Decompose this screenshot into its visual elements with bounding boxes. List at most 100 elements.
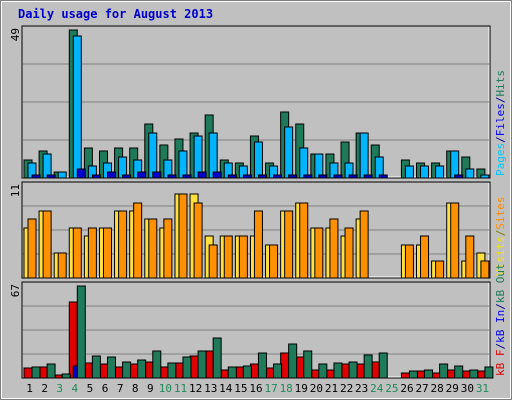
legend-part-0: kB F — [494, 350, 507, 377]
day-label: 30 — [461, 382, 474, 395]
day-label: 8 — [132, 382, 139, 395]
bar — [284, 126, 294, 179]
bar — [318, 363, 328, 379]
bar — [23, 367, 33, 379]
day-label: 18 — [280, 382, 293, 395]
bar — [435, 260, 445, 279]
bar — [137, 171, 147, 179]
bar — [420, 165, 430, 179]
legend-part-1: / — [494, 230, 507, 237]
bar — [152, 171, 162, 179]
legend-part-4: kB Out — [494, 263, 507, 303]
day-label: 10 — [159, 382, 172, 395]
bar — [454, 365, 464, 379]
bar — [450, 202, 460, 279]
bar — [465, 168, 475, 179]
bar — [348, 361, 358, 379]
side-legend-label: Pages/Files/Hits — [494, 70, 507, 176]
bar — [404, 165, 414, 179]
bar — [208, 132, 218, 179]
bar — [87, 227, 97, 279]
bar — [182, 174, 192, 179]
bar — [42, 210, 52, 279]
legend-part-0: Visits — [494, 236, 507, 276]
bar — [27, 218, 37, 279]
bar — [76, 168, 86, 179]
day-label: 3 — [56, 382, 63, 395]
y-axis-max-label: 49 — [9, 28, 22, 41]
bar — [167, 362, 177, 379]
bar — [303, 350, 313, 379]
series-sites — [27, 193, 490, 279]
bar — [273, 174, 283, 179]
bar — [303, 174, 313, 179]
series-kb-out — [31, 285, 494, 379]
bar — [208, 244, 218, 279]
bar — [435, 165, 445, 179]
bar — [439, 363, 449, 379]
day-label: 31 — [476, 382, 489, 395]
legend-part-4: Hits — [494, 70, 507, 97]
bar — [193, 202, 203, 279]
bar — [329, 218, 339, 279]
day-label: 14 — [219, 382, 233, 395]
bar — [454, 174, 464, 179]
bar — [223, 235, 233, 279]
bar — [484, 366, 494, 379]
bar — [148, 132, 158, 179]
bar — [72, 227, 82, 279]
day-label: 28 — [431, 382, 444, 395]
bar — [420, 235, 430, 279]
bar — [299, 202, 309, 279]
bar — [400, 372, 410, 379]
bar — [480, 174, 490, 179]
bar — [31, 366, 41, 379]
day-label: 24 — [370, 382, 384, 395]
day-label: 2 — [41, 382, 48, 395]
bar — [253, 141, 263, 179]
bar — [408, 370, 418, 379]
bar — [152, 350, 162, 379]
bar — [91, 174, 101, 179]
day-label: 27 — [415, 382, 428, 395]
day-label: 5 — [87, 382, 94, 395]
bar — [424, 369, 434, 379]
day-label: 20 — [310, 382, 323, 395]
bar — [238, 235, 248, 279]
bar — [299, 147, 309, 179]
bar — [242, 174, 252, 179]
y-axis-max-label: 11 — [9, 184, 22, 197]
bar — [118, 210, 128, 279]
bar — [57, 171, 67, 179]
bar — [404, 244, 414, 279]
bar — [46, 174, 56, 179]
bar — [31, 174, 41, 179]
bar — [359, 132, 369, 179]
day-label: 29 — [446, 382, 459, 395]
legend-part-1: / — [494, 136, 507, 143]
bar — [122, 361, 132, 379]
bar — [480, 260, 490, 279]
bar — [61, 373, 71, 379]
bar — [378, 174, 388, 179]
legend-part-3: / — [494, 303, 507, 310]
bar — [46, 363, 56, 379]
bar — [148, 218, 158, 279]
bar — [363, 354, 373, 379]
bar — [197, 171, 207, 179]
bar — [314, 227, 324, 279]
bar — [450, 150, 460, 179]
bar — [212, 337, 222, 379]
bar — [359, 210, 369, 279]
bar — [102, 227, 112, 279]
day-label: 4 — [72, 382, 79, 395]
bar — [314, 153, 324, 179]
bar — [242, 365, 252, 379]
day-label: 25 — [385, 382, 398, 395]
day-label: 23 — [355, 382, 368, 395]
day-label: 11 — [174, 382, 187, 395]
legend-part-1: / — [494, 343, 507, 350]
